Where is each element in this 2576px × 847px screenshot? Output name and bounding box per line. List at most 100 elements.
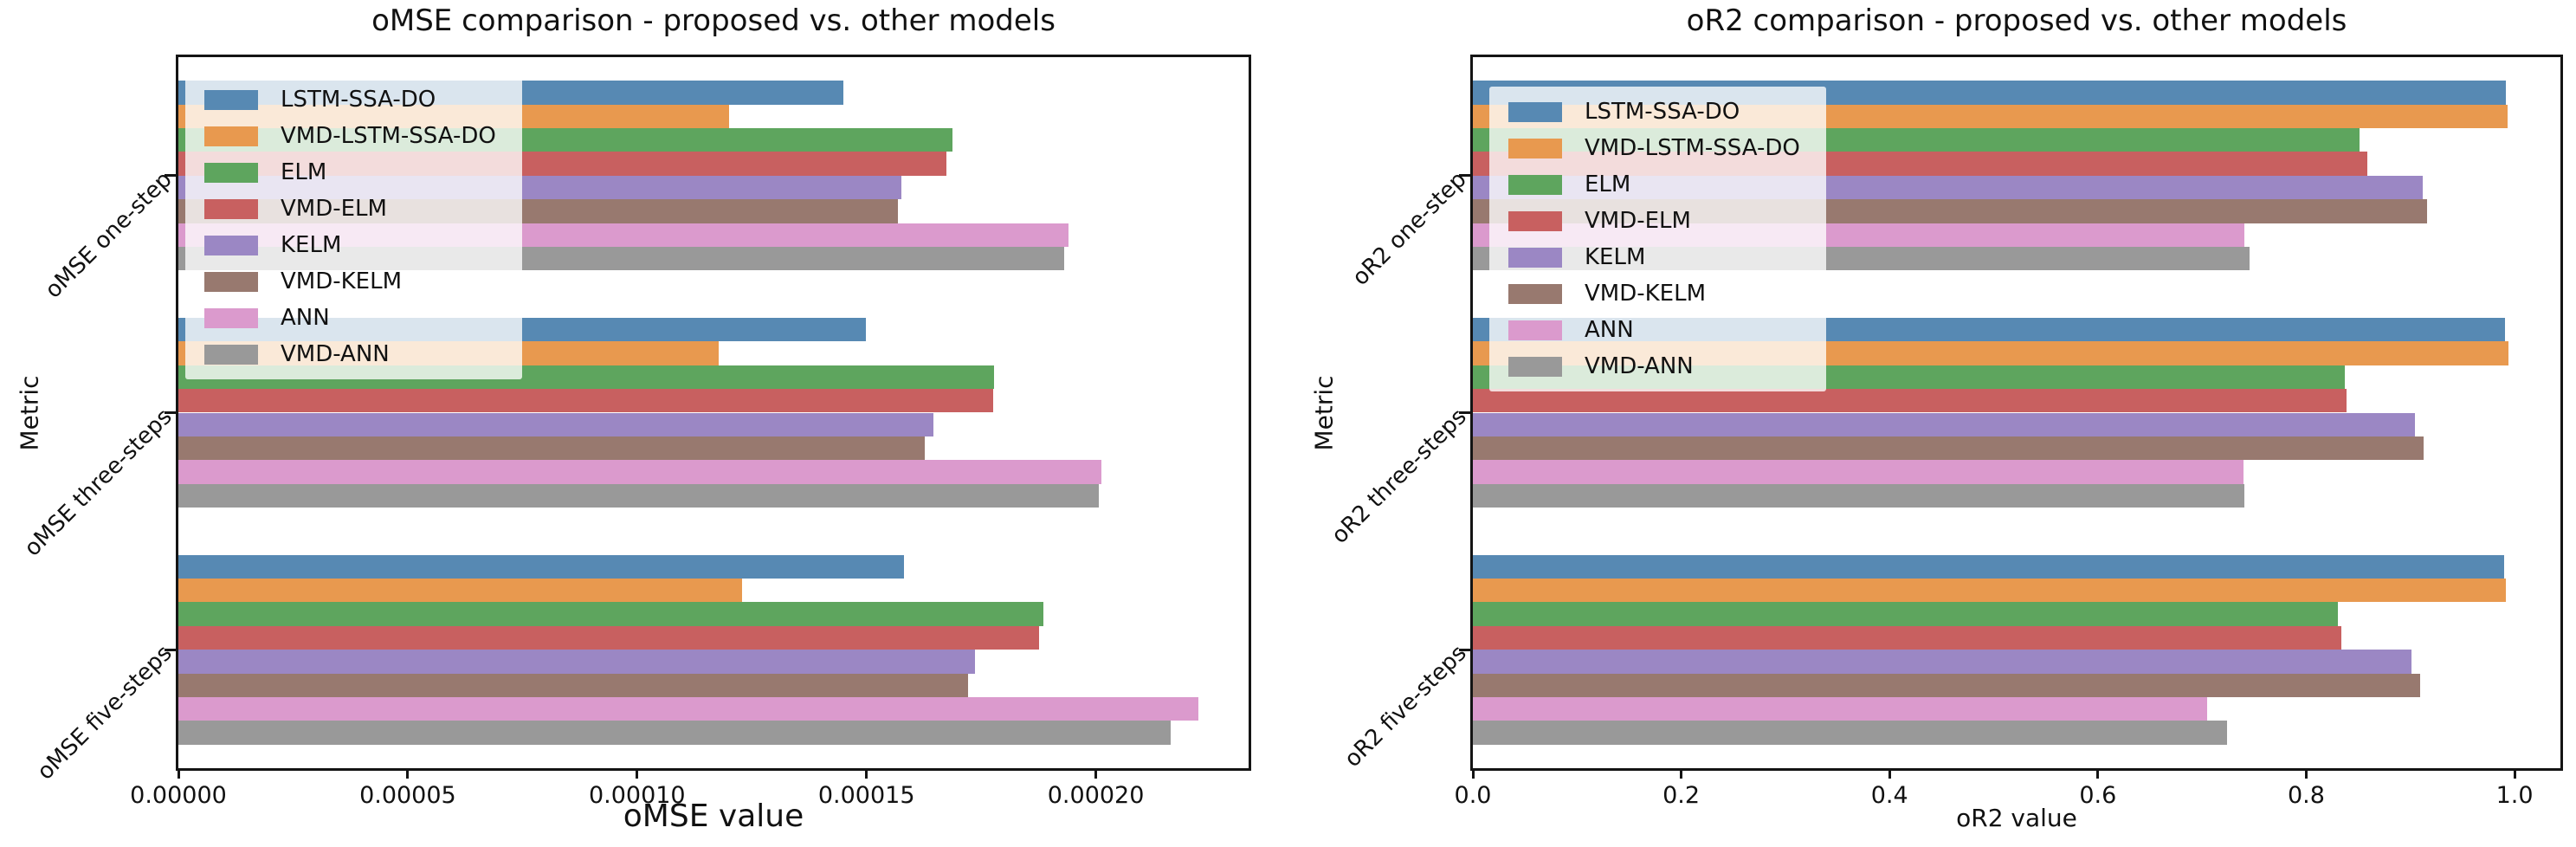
legend-item: ANN (204, 300, 496, 336)
bar (178, 460, 1101, 484)
y-tick-mark (1459, 174, 1470, 178)
plot-area: LSTM-SSA-DO VMD-LSTM-SSA-DO ELM VMD-ELM KELM… (176, 55, 1251, 771)
x-tick-label: 0.6 (2079, 782, 2117, 809)
x-tick-label: 0.00020 (1047, 782, 1145, 809)
legend-label: KELM (281, 232, 342, 258)
y-tick-mark (165, 648, 176, 651)
bar (1473, 579, 2507, 603)
legend-item: VMD-KELM (204, 263, 496, 300)
bar (178, 625, 1040, 650)
x-tick-label: 0.00000 (130, 782, 227, 809)
legend-label: VMD-ANN (1585, 353, 1694, 379)
legend-item: VMD-ELM (204, 191, 496, 227)
legend-swatch (1508, 174, 1562, 195)
x-tick-label: 0.2 (1662, 782, 1701, 809)
bar (1473, 602, 2338, 626)
legend-item: VMD-LSTM-SSA-DO (1508, 130, 1800, 166)
x-tick-label: 0.00015 (817, 782, 915, 809)
bar (178, 389, 993, 413)
x-tick-label: 0.8 (2287, 782, 2325, 809)
legend-swatch (1508, 320, 1562, 340)
x-tick-mark (177, 768, 180, 779)
y-tick-mark (165, 411, 176, 414)
x-tick-mark (1471, 768, 1475, 779)
x-axis-label: oR2 value (1956, 804, 2077, 832)
bar (1473, 673, 2420, 697)
legend-label: VMD-LSTM-SSA-DO (1585, 135, 1800, 161)
legend-swatch (204, 162, 258, 183)
bar (178, 650, 976, 674)
x-tick-label: 0.0 (1454, 782, 1492, 809)
bar (178, 412, 933, 436)
legend-label: VMD-KELM (1585, 281, 1707, 307)
x-tick-mark (865, 768, 868, 779)
legend-label: ELM (281, 159, 327, 185)
legend-item: ANN (1508, 312, 1800, 348)
x-tick-label: 0.4 (1870, 782, 1908, 809)
legend-label: VMD-KELM (281, 268, 403, 294)
legend-item: VMD-ANN (204, 336, 496, 372)
legend-swatch (1508, 138, 1562, 158)
chart-title: oMSE comparison - proposed vs. other mod… (371, 3, 1056, 38)
bar (178, 554, 905, 579)
bar (1473, 389, 2347, 413)
x-tick-label: 1.0 (2495, 782, 2534, 809)
legend: LSTM-SSA-DO VMD-LSTM-SSA-DO ELM VMD-ELM KELM… (1489, 87, 1826, 391)
legend-swatch (1508, 283, 1562, 304)
bar (178, 673, 969, 697)
legend-swatch (204, 89, 258, 110)
bar (1473, 460, 2244, 484)
legend: LSTM-SSA-DO VMD-LSTM-SSA-DO ELM VMD-ELM KELM… (185, 74, 522, 379)
x-tick-mark (1888, 768, 1891, 779)
x-tick-mark (2096, 768, 2100, 779)
legend-label: VMD-ELM (281, 196, 387, 222)
legend-item: VMD-ELM (1508, 203, 1800, 239)
bar (1473, 412, 2415, 436)
x-tick-label: 0.00010 (588, 782, 686, 809)
bar (178, 721, 1171, 745)
chart-title: oR2 comparison - proposed vs. other mode… (1686, 3, 2347, 38)
legend-label: VMD-ANN (281, 341, 390, 367)
legend-label: ELM (1585, 171, 1631, 197)
bar (1473, 721, 2228, 745)
legend-label: ANN (281, 305, 330, 331)
legend-label: LSTM-SSA-DO (281, 87, 436, 113)
bar (1473, 554, 2505, 579)
bar (1473, 483, 2245, 508)
legend-item: KELM (204, 227, 496, 263)
x-tick-mark (1094, 768, 1098, 779)
legend-item: ELM (1508, 166, 1800, 203)
x-tick-mark (1680, 768, 1683, 779)
legend-item: ELM (204, 154, 496, 191)
legend-item: VMD-KELM (1508, 275, 1800, 312)
legend-swatch (1508, 101, 1562, 122)
bar (178, 483, 1099, 508)
legend-swatch (204, 307, 258, 328)
legend-item: LSTM-SSA-DO (204, 81, 496, 118)
bar (178, 602, 1043, 626)
x-tick-mark (636, 768, 639, 779)
plot-area: LSTM-SSA-DO VMD-LSTM-SSA-DO ELM VMD-ELM KELM… (1470, 55, 2563, 771)
bar (1473, 436, 2424, 461)
bar (178, 579, 742, 603)
legend-item: VMD-ANN (1508, 348, 1800, 385)
y-tick-mark (1459, 648, 1470, 651)
legend-swatch (204, 198, 258, 219)
legend-item: KELM (1508, 239, 1800, 275)
x-tick-mark (2513, 768, 2516, 779)
legend-swatch (1508, 247, 1562, 268)
legend-swatch (204, 235, 258, 255)
legend-swatch (1508, 210, 1562, 231)
bar (1473, 650, 2411, 674)
legend-label: VMD-LSTM-SSA-DO (281, 123, 496, 149)
bar (1473, 625, 2342, 650)
legend-swatch (204, 344, 258, 365)
x-tick-mark (406, 768, 410, 779)
x-tick-label: 0.00005 (359, 782, 456, 809)
legend-swatch (204, 126, 258, 146)
legend-label: ANN (1585, 317, 1634, 343)
x-axis-label: oMSE value (623, 799, 804, 834)
x-tick-mark (2304, 768, 2308, 779)
